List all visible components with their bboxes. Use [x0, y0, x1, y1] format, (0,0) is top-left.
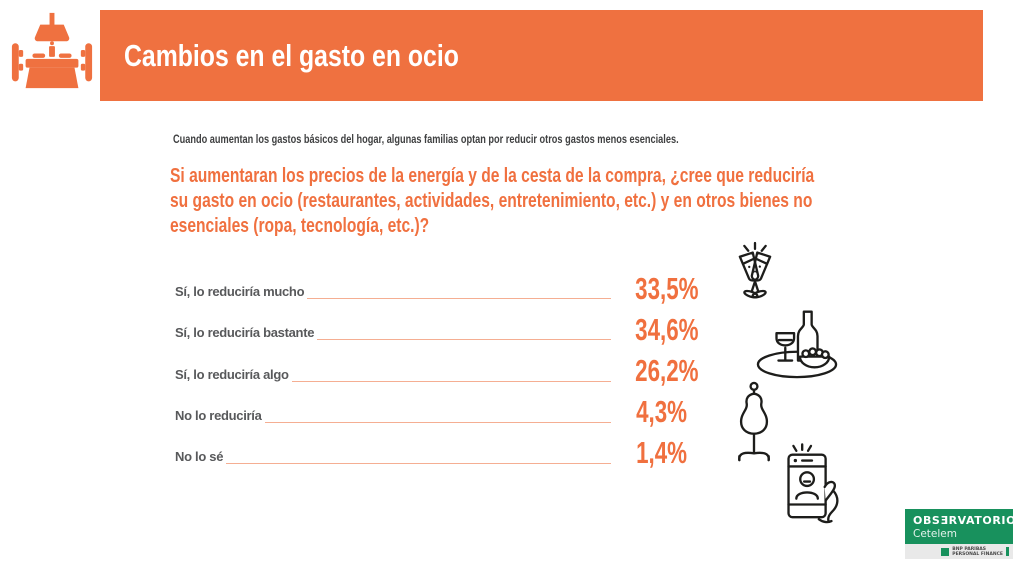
question-line: Si aumentaran los precios de la energía … [170, 165, 815, 187]
leader-line [291, 380, 611, 382]
mannequin-icon [731, 381, 777, 465]
answer-value: 1,4% [636, 435, 687, 471]
question-line: esenciales (ropa, tecnología, etc.)? [170, 215, 430, 237]
logo-brand-text: OBSƎRVATORIO [913, 514, 1017, 527]
answer-label: No lo sé [175, 448, 224, 464]
partner-name: BNP PARIBAS PERSONAL FINANCE [952, 547, 1003, 557]
result-row: Sí, lo reduciría algo 26,2% [175, 344, 699, 389]
intro-text: Cuando aumentan los gastos básicos del h… [173, 134, 679, 146]
answer-value: 26,2% [635, 353, 699, 389]
answer-value: 4,3% [636, 394, 687, 430]
answer-label: No lo reduciría [175, 407, 262, 423]
results-list: Sí, lo reduciría mucho 33,5% Sí, lo redu… [175, 262, 699, 468]
answer-value: 34,6% [635, 311, 699, 347]
result-row: No lo sé 1,4% [175, 427, 687, 468]
leader-line [264, 421, 611, 423]
observatorio-cetelem-logo: OBSƎRVATORIO Cetelem BNP PARIBAS PERSONA… [905, 509, 1017, 559]
smartphone-in-hand-icon [777, 443, 843, 525]
partner-logo-bar [1006, 547, 1009, 556]
result-row: Sí, lo reduciría bastante 34,6% [175, 303, 699, 347]
champagne-toast-icon [726, 240, 784, 318]
answer-label: Sí, lo reduciría bastante [175, 325, 315, 341]
partner-line1: BNP PARIBAS [952, 546, 986, 552]
answer-value: 33,5% [635, 270, 699, 306]
restaurant-table-icon [8, 8, 96, 96]
result-row: Sí, lo reduciría mucho 33,5% [175, 262, 699, 306]
survey-question: Si aumentaran los precios de la energía … [170, 164, 996, 239]
answer-label: Sí, lo reduciría mucho [175, 284, 305, 300]
partner-logo-strip: BNP PARIBAS PERSONAL FINANCE [905, 544, 1013, 559]
logo-product-text: Cetelem [913, 528, 957, 540]
answer-label: Sí, lo reduciría algo [175, 366, 289, 382]
wine-food-tray-icon [753, 300, 841, 382]
partner-line2: PERSONAL FINANCE [952, 551, 1003, 557]
logo-green-box: OBSƎRVATORIO Cetelem [905, 509, 1017, 544]
question-line: su gasto en ocio (restaurantes, activida… [170, 190, 813, 212]
leader-line [317, 339, 611, 341]
page-title: Cambios en el gasto en ocio [124, 37, 459, 73]
leader-line [307, 298, 611, 300]
result-row: No lo reduciría 4,3% [175, 386, 687, 430]
leader-line [226, 462, 611, 464]
bnp-paribas-icon [941, 547, 950, 556]
header-bar: Cambios en el gasto en ocio [100, 10, 983, 101]
